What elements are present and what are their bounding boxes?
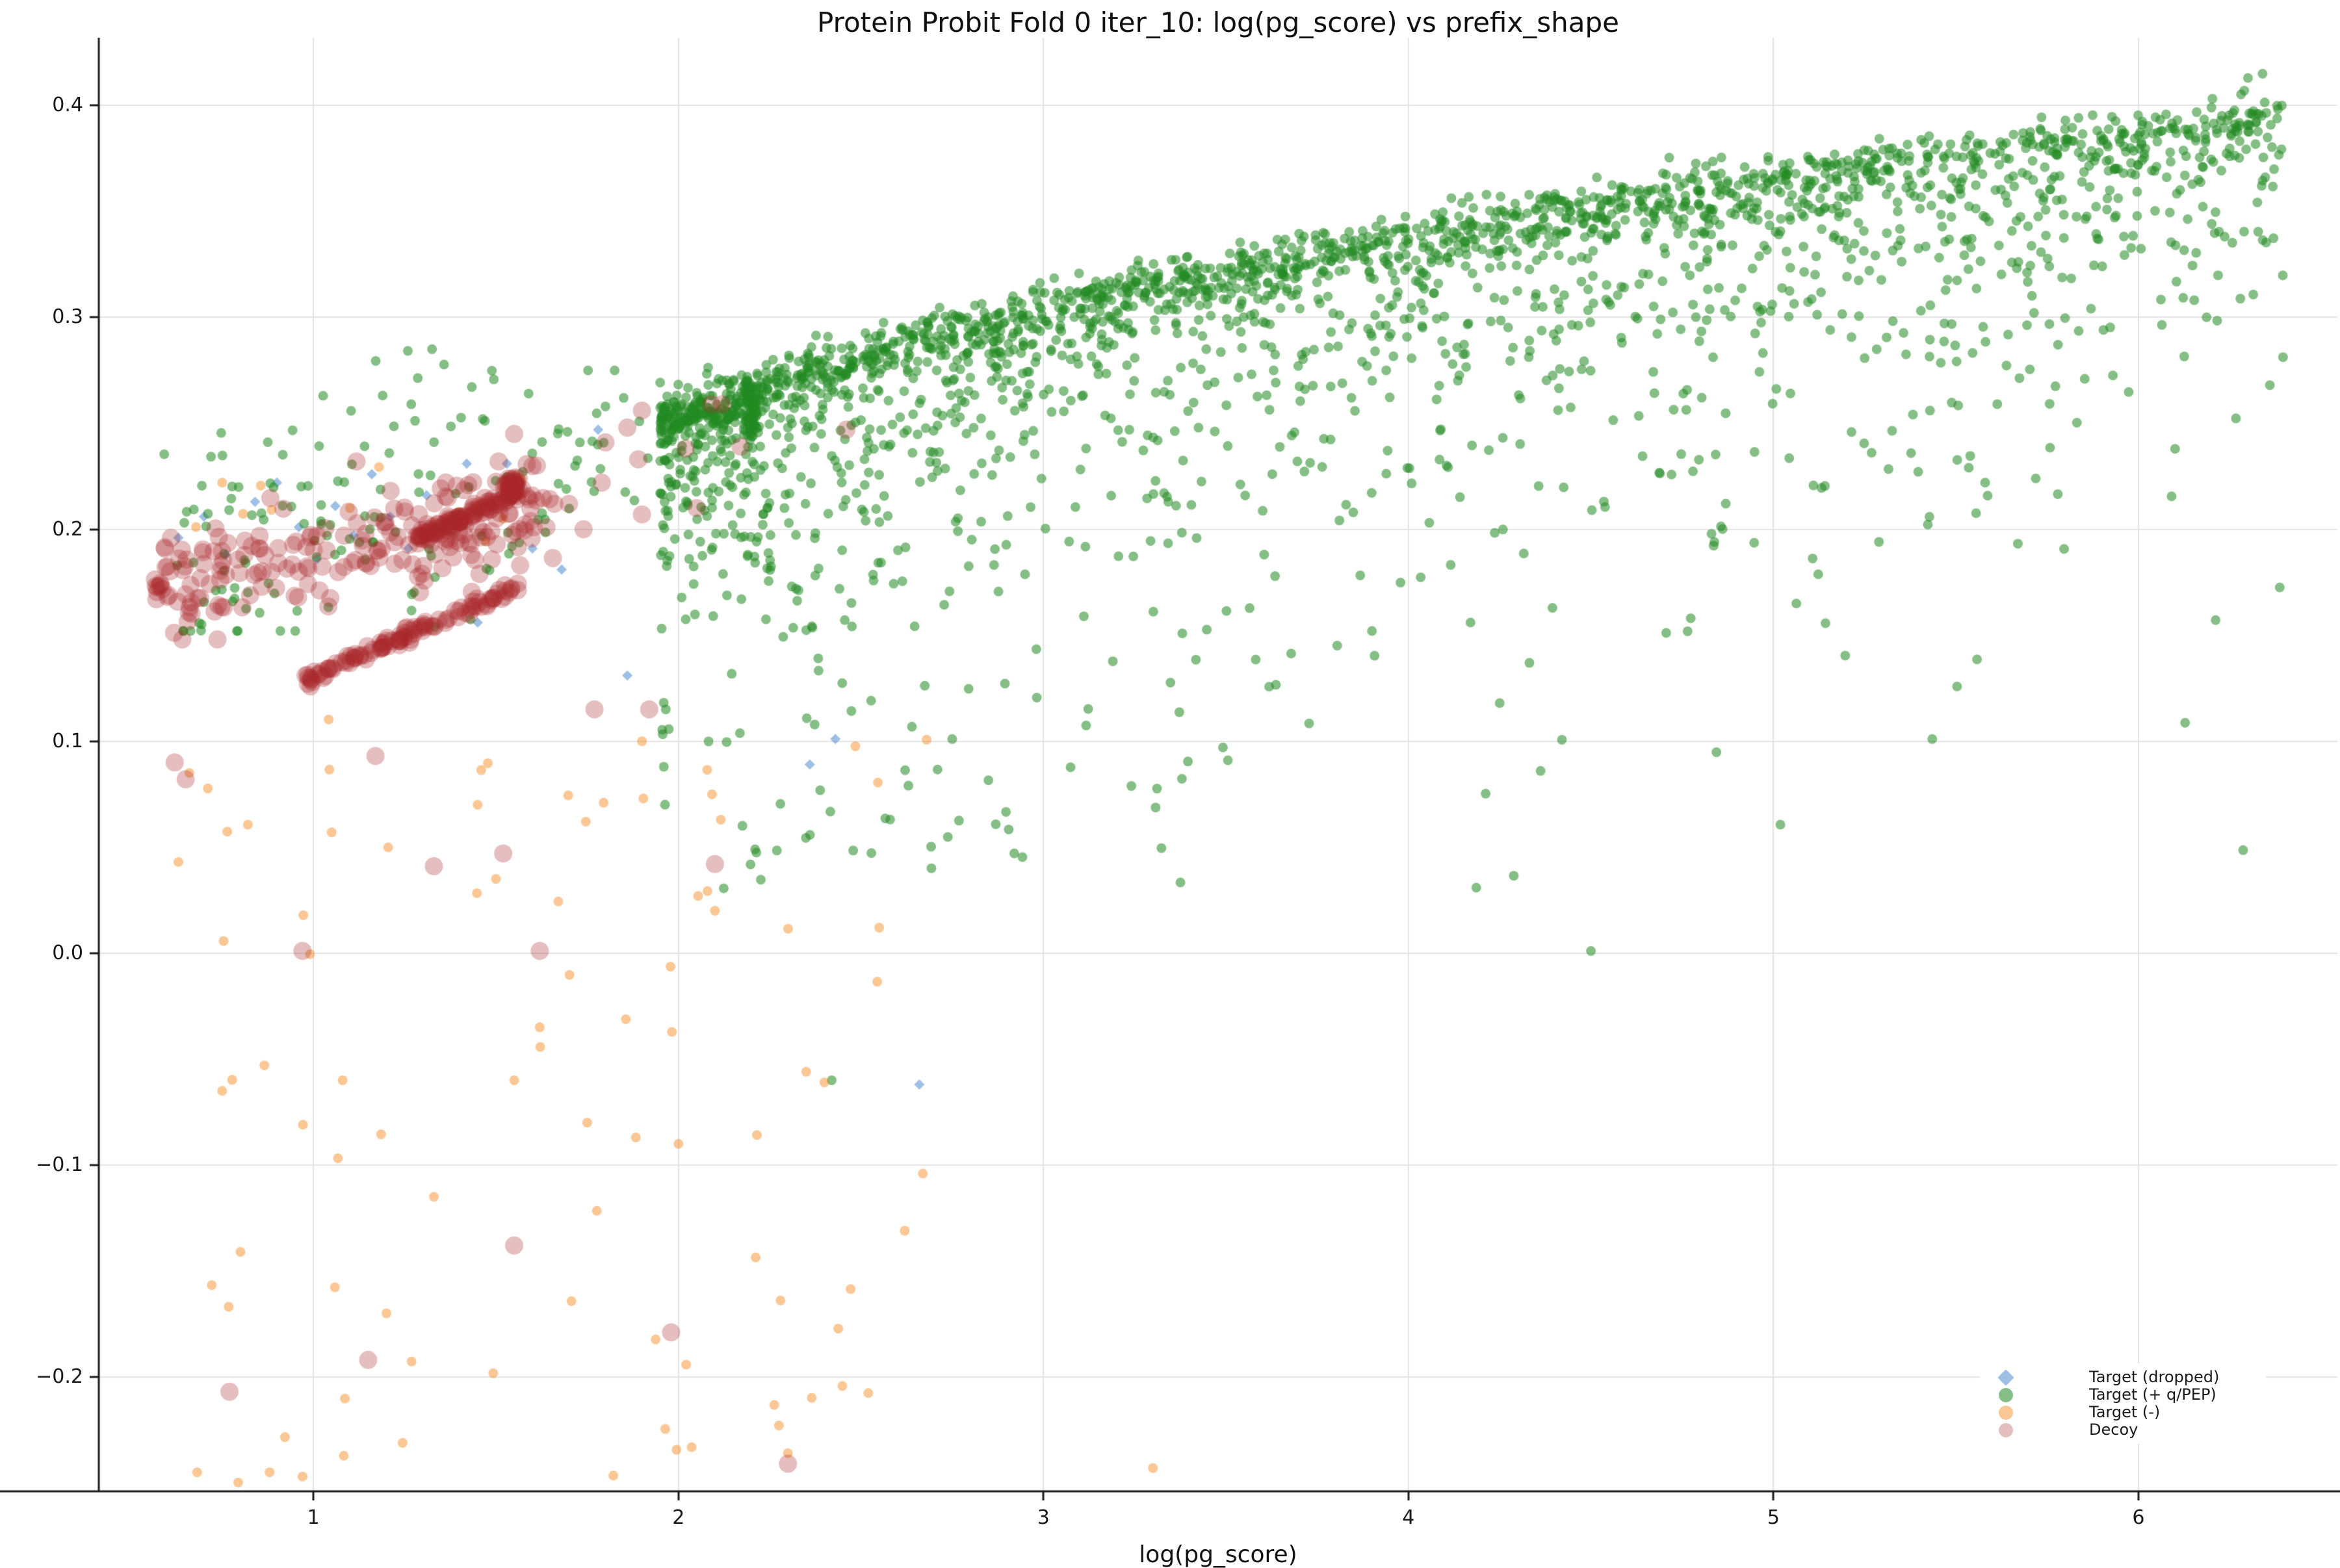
legend-label: Target (-) [2089, 1403, 2161, 1421]
legend-item-target-pos: Target (+ q/PEP) [1986, 1386, 2259, 1404]
x-tick-label-2: 2 [672, 1506, 685, 1529]
y-tick-label-0.3: 0.3 [52, 305, 83, 329]
legend-label: Target (+ q/PEP) [2089, 1385, 2216, 1404]
y-tick-label--0.2: −0.2 [36, 1365, 83, 1388]
chart-title: Protein Probit Fold 0 iter_10: log(pg_sc… [817, 6, 1619, 38]
y-tick-label-0.2: 0.2 [52, 517, 83, 541]
x-axis-label: log(pg_score) [1139, 1541, 1297, 1568]
target-pos-circle-icon [1999, 1387, 2013, 1402]
x-tick-label-5: 5 [1767, 1506, 1780, 1529]
x-tick-label-6: 6 [2132, 1506, 2145, 1529]
legend-item-target-dropped: Target (dropped) [1986, 1369, 2259, 1386]
legend-item-target-neg: Target (-) [1986, 1404, 2259, 1421]
x-tick-label-1: 1 [307, 1506, 320, 1529]
legend-label: Decoy [2089, 1420, 2138, 1439]
decoy-circle-icon [1999, 1422, 2013, 1437]
legend-item-decoy: Decoy [1986, 1421, 2259, 1439]
y-tick-label-0.1: 0.1 [52, 729, 83, 752]
y-tick-label-0.0: 0.0 [52, 941, 83, 964]
legend-label: Target (dropped) [2089, 1368, 2220, 1386]
target-dropped-diamond-icon [1997, 1369, 2014, 1386]
y-tick-label--0.1: −0.1 [36, 1153, 83, 1176]
x-tick-label-3: 3 [1037, 1506, 1050, 1529]
target-neg-circle-icon [1999, 1405, 2013, 1420]
y-tick-label-0.4: 0.4 [52, 94, 83, 117]
legend: Target (dropped) Target (+ q/PEP) Target… [1980, 1363, 2266, 1444]
x-tick-label-4: 4 [1402, 1506, 1415, 1529]
